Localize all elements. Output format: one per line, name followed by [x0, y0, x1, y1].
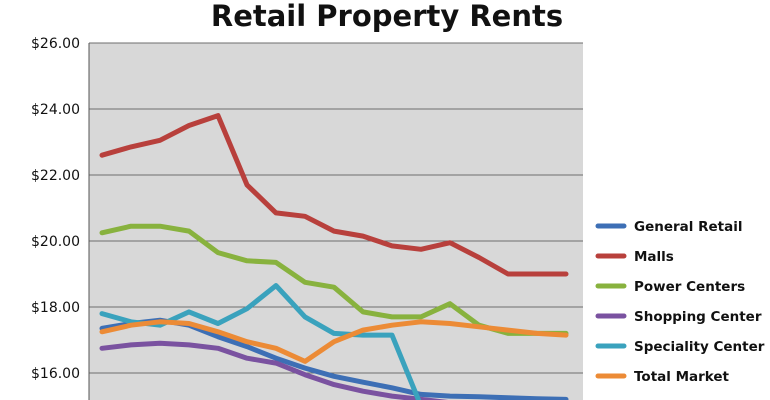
legend: General Retail Malls Power Centers Shopping… [595, 219, 765, 385]
y-tick-label: $18.00 [31, 300, 80, 316]
y-tick-label: $26.00 [31, 36, 80, 52]
y-axis: $26.00 $24.00 $22.00 $20.00 $18.00 $16.00 [31, 36, 80, 382]
series-lines [99, 113, 569, 400]
y-tick-label: $16.00 [31, 366, 80, 382]
legend-label-general-retail: General Retail [634, 219, 742, 235]
gridlines [88, 42, 583, 400]
chart-title: Retail Property Rents [211, 0, 563, 33]
legend-label-speciality-center: Speciality Center [634, 339, 765, 355]
y-tick-label: $22.00 [31, 168, 80, 184]
legend-label-power-centers: Power Centers [634, 279, 745, 295]
legend-label-total-market: Total Market [634, 369, 730, 385]
series-line-speciality-center [99, 283, 422, 400]
series-line-total-market [99, 319, 569, 364]
legend-label-shopping-center: Shopping Center [634, 309, 762, 325]
series-line-malls [99, 113, 569, 277]
plot-area [89, 43, 583, 400]
y-tick-label: $24.00 [31, 102, 80, 118]
series-line-shopping-center [99, 340, 449, 400]
legend-label-malls: Malls [634, 249, 674, 265]
y-tick-label: $20.00 [31, 234, 80, 250]
